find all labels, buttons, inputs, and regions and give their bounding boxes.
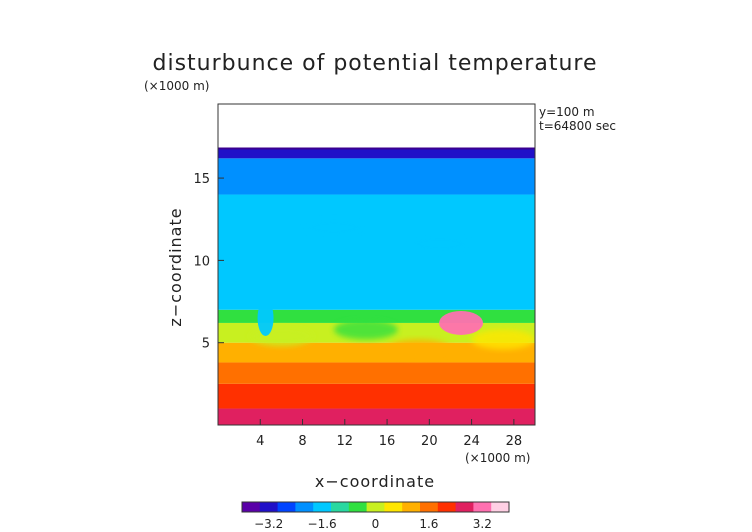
- field-wave-0: [249, 326, 314, 347]
- field-layer-1: [218, 383, 535, 409]
- colorbar-tick-label-0: −3.2: [254, 517, 283, 531]
- x-tick-label-3: 16: [379, 434, 396, 449]
- colorbar-tick-label-1: −1.6: [308, 517, 337, 531]
- field-layer-3: [218, 342, 535, 363]
- colorbar-swatch-1: [259, 502, 279, 512]
- y-tick-label-2: 15: [193, 172, 210, 187]
- colorbar-tick-label-4: 3.2: [473, 517, 492, 531]
- y-tick-label-0: 5: [202, 337, 210, 352]
- colorbar-swatch-13: [473, 502, 492, 512]
- colorbar-tick-label-3: 1.6: [419, 517, 438, 531]
- colorbar-swatch-4: [313, 502, 332, 512]
- field-layer-2: [218, 362, 535, 384]
- colorbar: −3.2 −1.6 0 1.6 3.2: [241, 501, 510, 531]
- colorbar-swatch-9: [402, 502, 421, 512]
- x-tick-label-4: 20: [421, 434, 438, 449]
- y-axis-label: z−coordinate: [166, 207, 185, 326]
- x-axis: 4 8 12 16 20 24 28: [256, 419, 522, 449]
- x-tick-label-2: 12: [337, 434, 354, 449]
- field-feature-0: [439, 310, 484, 335]
- x-axis-label: x−coordinate: [315, 472, 435, 491]
- x-tick-label-5: 24: [463, 434, 480, 449]
- annotation-1: t=64800 sec: [539, 119, 616, 133]
- field-layer-0: [218, 408, 535, 425]
- z-unit-label: (×1000 m): [144, 79, 209, 93]
- colorbar-tick-label-2: 0: [372, 517, 380, 531]
- field-wave-4: [302, 217, 367, 238]
- field-wave-3: [471, 329, 535, 350]
- colorbar-swatch-6: [348, 502, 368, 512]
- field-layer-6: [218, 194, 535, 310]
- x-tick-label-6: 28: [506, 434, 523, 449]
- colorbar-swatch-10: [420, 502, 439, 512]
- x-unit-label: (×1000 m): [465, 451, 530, 465]
- colorbar-swatch-7: [366, 502, 385, 512]
- field-feature-1: [257, 300, 274, 336]
- colorbar-frame: [241, 501, 510, 513]
- field-wave-5: [407, 233, 472, 254]
- field-layer-7: [218, 158, 535, 195]
- y-axis: 5 10 15: [193, 172, 224, 352]
- colorbar-swatch-12: [455, 502, 474, 512]
- colorbar-swatch-3: [295, 502, 314, 512]
- colorbar-swatch-8: [384, 502, 403, 512]
- annotation-0: y=100 m: [539, 105, 595, 119]
- annotations: y=100 mt=64800 sec: [539, 105, 616, 133]
- chart-title: disturbunce of potential temperature: [153, 51, 598, 76]
- colorbar-swatch-5: [331, 502, 350, 512]
- x-tick-label-1: 8: [298, 434, 306, 449]
- field-layer-8: [218, 148, 535, 159]
- field-wave-1: [333, 319, 398, 340]
- x-tick-label-0: 4: [256, 434, 264, 449]
- colorbar-swatch-11: [437, 502, 457, 512]
- heatmap-field: [218, 147, 535, 425]
- colorbar-swatch-14: [491, 502, 510, 512]
- colorbar-swatch-0: [242, 502, 261, 512]
- plot-frame: [217, 103, 536, 426]
- colorbar-swatch-2: [277, 502, 296, 512]
- field-wave-2: [386, 339, 451, 360]
- y-tick-label-1: 10: [193, 254, 210, 269]
